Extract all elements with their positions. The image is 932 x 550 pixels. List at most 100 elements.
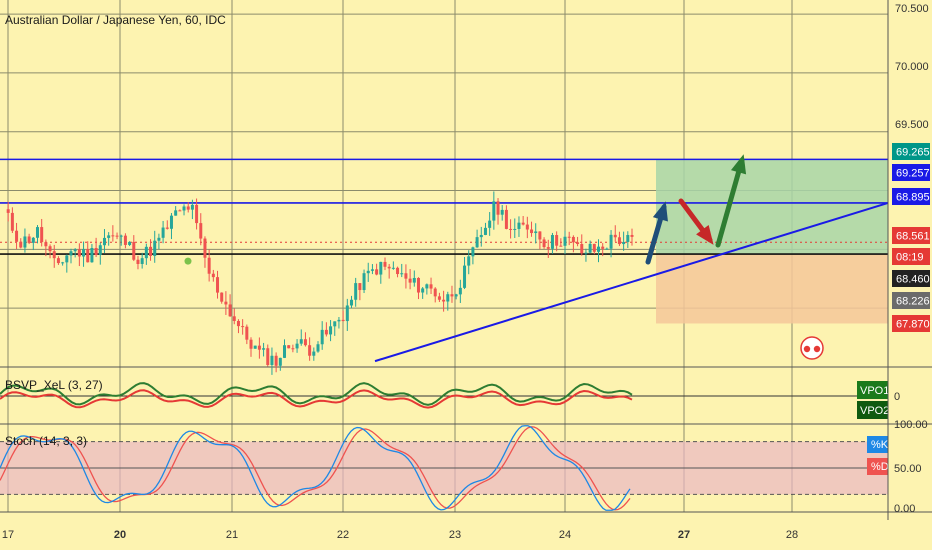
bsvp-label: BSVP_XeL (3, 27): [5, 378, 103, 392]
candle-body: [504, 209, 508, 229]
candle-body: [597, 246, 601, 252]
price-tag: 08:19: [896, 252, 924, 264]
candle-body: [530, 229, 534, 234]
price-tag-bg: [892, 315, 930, 332]
candle-body: [169, 215, 173, 229]
down-arrow-red-head: [696, 225, 714, 245]
candle-body: [391, 267, 395, 269]
candle-body: [509, 228, 513, 230]
candle-body: [35, 227, 39, 238]
candle-body: [609, 234, 613, 249]
candle-body: [149, 246, 153, 256]
candle-body: [157, 237, 161, 241]
candle-body: [446, 294, 450, 302]
candle-body: [479, 234, 483, 238]
candle-body: [44, 242, 48, 247]
candle-body: [102, 237, 106, 246]
candle-body: [408, 278, 412, 283]
candle-body: [324, 329, 328, 335]
candle-body: [295, 343, 299, 349]
candle-body: [48, 246, 52, 252]
candle-body: [86, 249, 90, 263]
candle-body: [303, 339, 307, 346]
candle-body: [605, 248, 609, 250]
position-zones: [656, 159, 888, 324]
candle-body: [584, 252, 588, 254]
candle-body: [546, 247, 550, 249]
candle-body: [161, 227, 165, 238]
candle-body: [316, 344, 320, 352]
candle-body: [630, 234, 634, 237]
candle-body: [6, 209, 10, 213]
candle-body: [165, 227, 169, 229]
candle-body: [123, 235, 127, 245]
candle-body: [613, 234, 617, 238]
candle-body: [329, 326, 333, 335]
vpo2-label: VPO2: [860, 405, 889, 417]
candle-body: [241, 326, 245, 328]
candle-body: [333, 321, 337, 327]
price-tag-bg: [892, 292, 930, 309]
candle-body: [203, 238, 207, 258]
time-tick: 28: [786, 529, 798, 541]
price-tag: 67.870: [896, 319, 930, 331]
candle-body: [111, 235, 115, 237]
candle-body: [542, 239, 546, 248]
candle-body: [425, 284, 429, 289]
candle-body: [107, 235, 111, 238]
stoch-d-label: %D: [871, 461, 889, 473]
candle-body: [220, 292, 224, 302]
time-tick: 24: [559, 529, 571, 541]
candle-body: [216, 277, 220, 293]
candle-body: [429, 284, 433, 289]
time-tick: 20: [114, 529, 126, 541]
time-tick: 23: [449, 529, 461, 541]
price-tag: 68.226: [896, 296, 930, 308]
forecast-arrows: [645, 154, 747, 265]
stoch-k-line: [0, 425, 631, 511]
candle-body: [567, 236, 571, 238]
stoch-d-badge: [867, 458, 888, 475]
candle-body: [617, 237, 621, 245]
candle-body: [19, 241, 23, 248]
trend-line[interactable]: [374, 201, 889, 363]
candle-body: [387, 266, 391, 269]
stoch-pane: %K %D 100.00 50.00 0.00: [0, 419, 928, 515]
candle-body: [513, 228, 517, 230]
price-tag: 68.895: [896, 192, 930, 204]
time-tick: 21: [226, 529, 238, 541]
candle-body: [517, 222, 521, 229]
candle-body: [299, 339, 303, 344]
price-tag: 68.460: [896, 274, 930, 286]
candle-body: [496, 201, 500, 215]
candle-body: [245, 326, 249, 340]
candle-body: [291, 348, 295, 350]
candle-body: [182, 206, 186, 211]
candle-body: [404, 273, 408, 279]
candle-body: [312, 351, 316, 356]
candle-body: [82, 249, 86, 257]
candle-body: [475, 237, 479, 248]
candle-body: [362, 273, 366, 291]
candle-body: [262, 348, 266, 350]
candle-body: [207, 257, 211, 274]
candle-body: [61, 262, 65, 264]
candle-body: [488, 220, 492, 228]
candle-body: [69, 251, 73, 256]
candle-body: [500, 209, 504, 215]
price-tag-bg: [892, 188, 930, 205]
candle-body: [27, 236, 31, 243]
candle-body: [421, 288, 425, 293]
candle-body: [559, 245, 563, 247]
candle-body: [224, 301, 228, 305]
candle-body: [592, 243, 596, 252]
price-tick: 70.500: [895, 3, 929, 15]
candle-body: [56, 258, 60, 264]
candle-body: [366, 270, 370, 274]
candle-body: [31, 237, 35, 243]
candle-body: [626, 234, 630, 242]
candle-body: [588, 243, 592, 253]
alert-badge[interactable]: [800, 336, 824, 360]
candle-body: [375, 269, 379, 275]
